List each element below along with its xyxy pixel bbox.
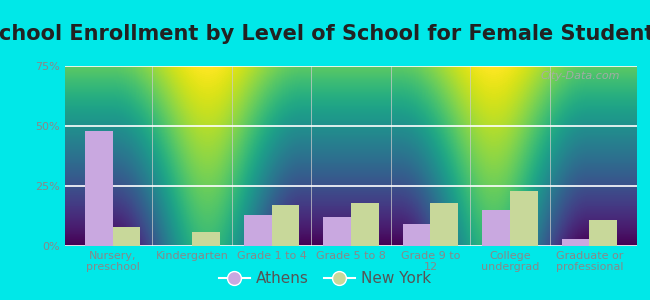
Bar: [562, 239, 590, 246]
Text: School Enrollment by Level of School for Female Students: School Enrollment by Level of School for…: [0, 24, 650, 44]
Bar: [272, 205, 300, 246]
Bar: [510, 191, 538, 246]
Bar: [112, 227, 140, 246]
Bar: [430, 203, 458, 246]
Bar: [482, 210, 510, 246]
Bar: [402, 224, 430, 246]
Bar: [590, 220, 617, 246]
Legend: Athens, New York: Athens, New York: [213, 265, 437, 292]
Bar: [244, 215, 272, 246]
Bar: [351, 203, 379, 246]
Bar: [323, 217, 351, 246]
Bar: [85, 131, 112, 246]
Text: City-Data.com: City-Data.com: [540, 71, 620, 81]
Bar: [192, 232, 220, 246]
